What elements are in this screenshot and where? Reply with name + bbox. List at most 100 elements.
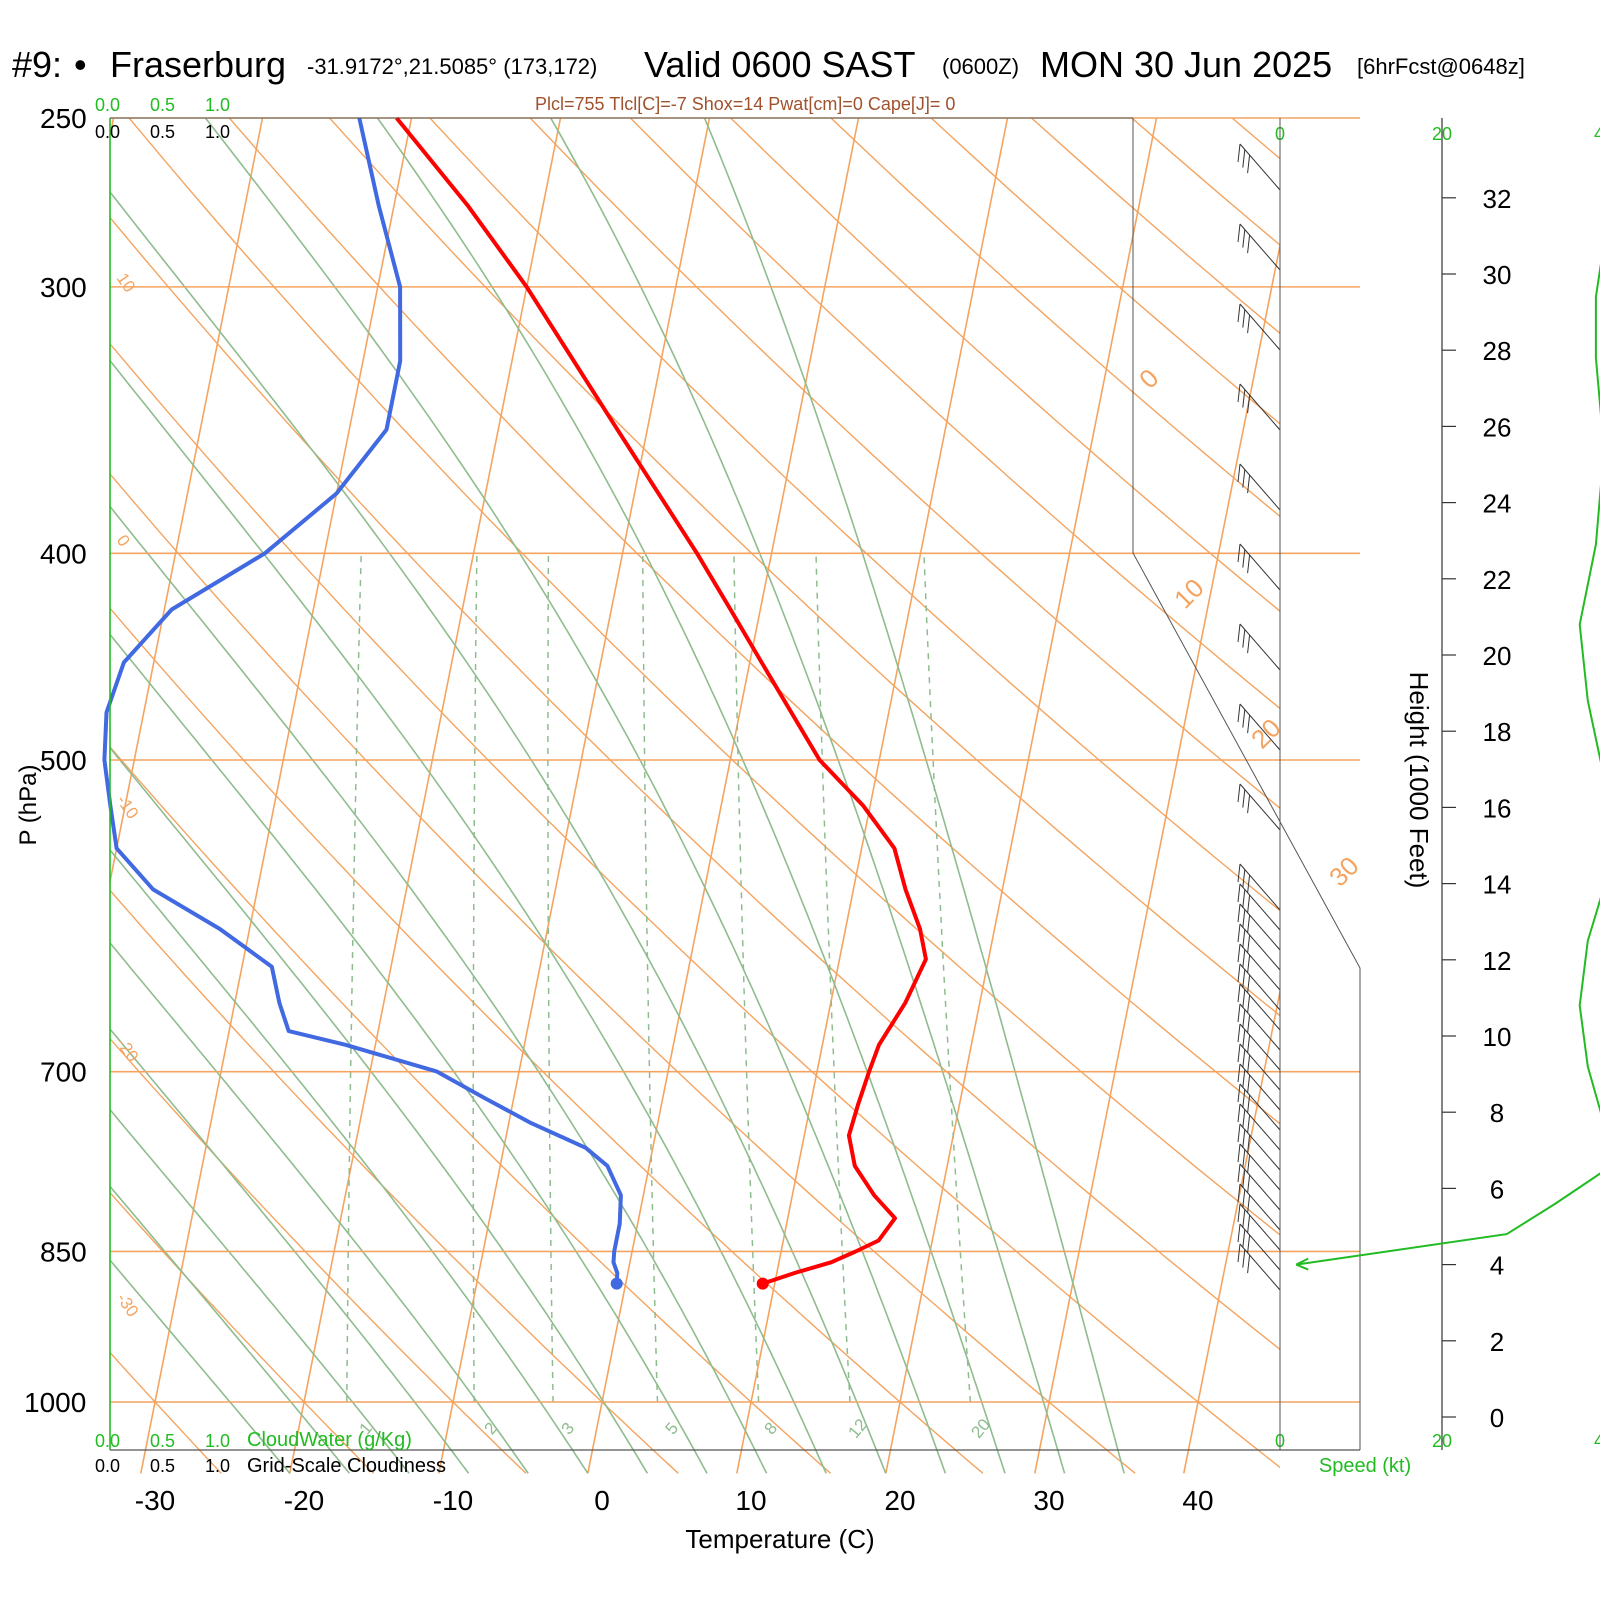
wind-barb-icon — [1237, 223, 1281, 271]
wind-barb-icon — [1237, 1183, 1281, 1231]
isotherm-line — [1333, 118, 1600, 1473]
dry-adiabat-line — [429, 118, 1280, 912]
wind-barb-icon — [1237, 1023, 1281, 1071]
moist-adiabat-line — [110, 1027, 470, 1474]
wind-barb-icon — [1237, 1163, 1281, 1211]
dry-adiabat-line — [110, 1191, 375, 1474]
grid-lines — [110, 118, 1600, 1474]
moist-adiabat-line — [110, 359, 827, 1474]
wind-barb-icon — [1237, 943, 1281, 991]
temperature-tick-label: 0 — [594, 1485, 610, 1516]
height-tick-label: 12 — [1483, 946, 1512, 976]
dry-adiabat-line — [529, 118, 1280, 810]
dry-adiabat-line — [1131, 118, 1280, 246]
dry-adiabat-line — [110, 472, 1136, 1474]
wind-barb-icon — [1237, 1223, 1281, 1271]
wind-barb-icon — [1237, 383, 1281, 431]
wind-barbs — [1237, 143, 1281, 1291]
height-tick-label: 14 — [1483, 870, 1512, 900]
moist-adiabat-line — [110, 505, 768, 1474]
height-tick-label: 2 — [1490, 1327, 1504, 1357]
height-tick-label: 16 — [1483, 793, 1512, 823]
height-tick-label: 10 — [1483, 1022, 1512, 1052]
height-tick-label: 20 — [1483, 641, 1512, 671]
mixing-ratio-label: 20 — [967, 1415, 994, 1442]
dry-adiabat-line — [110, 1037, 527, 1474]
temperature-tick-label: -30 — [135, 1485, 175, 1516]
wind-barb-icon — [1237, 143, 1281, 191]
moist-adiabat-line — [376, 118, 1006, 1474]
cloudwater-scale-label: 1.0 — [205, 95, 230, 115]
pressure-tick-label: 500 — [40, 745, 87, 776]
isotherm-line — [587, 118, 860, 1474]
chart-title: #9: • Fraserburg -31.9172°,21.5085° (173… — [12, 44, 1600, 88]
dry-adiabat-label: -20 — [113, 1034, 143, 1065]
dry-adiabat-line — [228, 118, 1280, 1125]
surface-temperature-point — [756, 1277, 769, 1290]
skewt-grid — [110, 117, 1600, 1474]
isotherm-line — [736, 118, 1009, 1474]
wind-barb-icon — [1237, 963, 1281, 1011]
mixing-ratio-line — [815, 553, 851, 1403]
moist-adiabat-line — [110, 1185, 351, 1474]
wind-barb-icon — [1237, 1203, 1281, 1251]
cloudwater-scale-label: 1.0 — [205, 1431, 230, 1451]
wind-barb-icon — [1237, 543, 1281, 591]
pressure-tick-label: 1000 — [24, 1387, 86, 1418]
dry-adiabat-label: -10 — [113, 791, 143, 822]
mixing-ratio-line — [923, 553, 972, 1403]
dry-adiabat-line — [110, 607, 984, 1474]
dry-adiabat-line — [128, 118, 1280, 1236]
height-tick-label: 32 — [1483, 184, 1512, 214]
axis-labels: Temperature (C) P (hPa) Height (1000 Feet) — [15, 672, 1434, 1554]
wind-barb-icon — [1237, 923, 1281, 971]
wind-barb-icon — [1237, 783, 1281, 831]
moist-adiabat-line — [110, 941, 529, 1474]
sounding-traces — [102, 116, 928, 1290]
pressure-tick-label: 400 — [40, 538, 87, 569]
wind-barb-icon — [1237, 1003, 1281, 1051]
dry-adiabat-line — [110, 342, 1280, 1469]
height-tick-label: 18 — [1483, 717, 1512, 747]
isotherm-label: 10 — [1168, 573, 1210, 615]
wind-barb-icon — [1237, 1083, 1281, 1131]
isotherm-line — [1183, 987, 1280, 1474]
wind-barb-icon — [1237, 703, 1281, 751]
temperature-tick-label: 30 — [1033, 1485, 1064, 1516]
mixing-ratio-line — [472, 553, 478, 1402]
dewpoint-line — [102, 117, 623, 1284]
moist-adiabat-line — [110, 746, 649, 1474]
isotherm-line — [1034, 241, 1280, 1474]
moist-adiabat-line — [110, 848, 589, 1474]
x-axis-title: Temperature (C) — [685, 1524, 874, 1554]
wind-barb-icon — [1237, 1043, 1281, 1091]
temperature-tick-label: -20 — [284, 1485, 324, 1516]
isotherm-label: 0 — [1133, 363, 1164, 394]
valid-zulu: (0600Z) — [942, 54, 1020, 79]
temperature-tick-label: 10 — [735, 1485, 766, 1516]
moist-adiabat-line — [204, 118, 947, 1474]
temperature-tick-label: 20 — [884, 1485, 915, 1516]
height-tick-label: 26 — [1483, 412, 1512, 442]
height-tick-label: 4 — [1490, 1251, 1504, 1281]
cloudiness-scale-label: 0.0 — [95, 1456, 120, 1476]
pressure-tick-label: 850 — [40, 1236, 87, 1267]
cloudwater-scale-label: 0.0 — [95, 95, 120, 115]
cloudiness-scale-label: 1.0 — [205, 122, 230, 142]
y-axis-title: P (hPa) — [15, 765, 42, 846]
speed-height-panel: 0246810121416182022242628303200202040406… — [1275, 118, 1600, 1477]
cloudiness-label: Grid-Scale Cloudiness — [247, 1455, 446, 1477]
cloudwater-scale-label: 0.5 — [150, 95, 175, 115]
right-axis-diagonal — [1132, 552, 1361, 969]
mixing-ratio-line — [547, 553, 554, 1403]
dry-adiabat-line — [730, 118, 1280, 613]
height-tick-label: 24 — [1483, 489, 1512, 519]
dry-adiabat-line — [629, 118, 1280, 710]
wind-barb-icon — [1237, 463, 1281, 511]
height-axis-title: Height (1000 Feet) — [1404, 672, 1434, 889]
mixing-ratio-label: 12 — [844, 1415, 871, 1442]
pressure-tick-label: 250 — [40, 103, 87, 134]
moist-adiabat-line — [110, 1258, 291, 1474]
pressure-tick-label: 300 — [40, 272, 87, 303]
